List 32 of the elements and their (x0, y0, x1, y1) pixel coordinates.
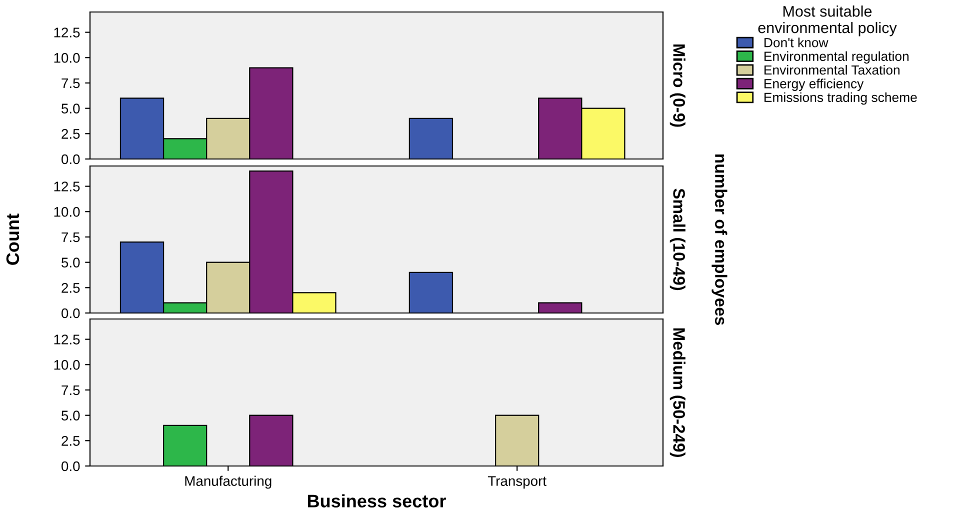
y-tick-label: 2.5 (62, 128, 80, 139)
legend-title: Most suitable environmental policy (758, 6, 897, 36)
y-tick-label: 0.0 (62, 308, 80, 318)
y-tick-label: 10.0 (54, 206, 80, 217)
y-tick-label: 2.5 (62, 436, 80, 446)
y-tick-label: 10.0 (54, 360, 80, 370)
y-tick-label: 12.5 (54, 28, 80, 38)
legend-label: Environmental Taxation (764, 64, 900, 75)
y-tick-label: 5.0 (62, 410, 80, 420)
text: Micro (0-9) (670, 44, 686, 127)
y-tick-label: 0.0 (62, 154, 80, 164)
y-tick-label: 7.5 (62, 385, 80, 396)
x-axis-title: Business sector (308, 494, 446, 508)
y-tick-label: 7.5 (62, 232, 80, 242)
y-tick-label: 5.0 (62, 258, 80, 268)
text: Small (10-49) (670, 188, 686, 290)
y-tick-label: 2.5 (62, 282, 80, 293)
legend-label: Energy efficiency (764, 78, 864, 91)
text: Medium (50-249) (670, 328, 686, 457)
y-tick-label: 7.5 (62, 78, 80, 88)
y-tick-label: 5.0 (62, 104, 80, 114)
x-tick-label: Transport (488, 476, 546, 489)
legend-label: Don't know (764, 38, 828, 48)
x-tick-label: Manufacturing (185, 476, 272, 489)
y-tick-label: 0.0 (62, 461, 80, 472)
y-tick-label: 12.5 (54, 182, 80, 192)
text: number of employees (712, 154, 728, 325)
legend-label: Environmental regulation (764, 51, 909, 64)
y-tick-label: 12.5 (54, 334, 80, 344)
legend-label: Emissions trading scheme (764, 92, 917, 105)
y-tick-label: 10.0 (54, 52, 80, 63)
y-axis-title: Count (6, 214, 20, 265)
